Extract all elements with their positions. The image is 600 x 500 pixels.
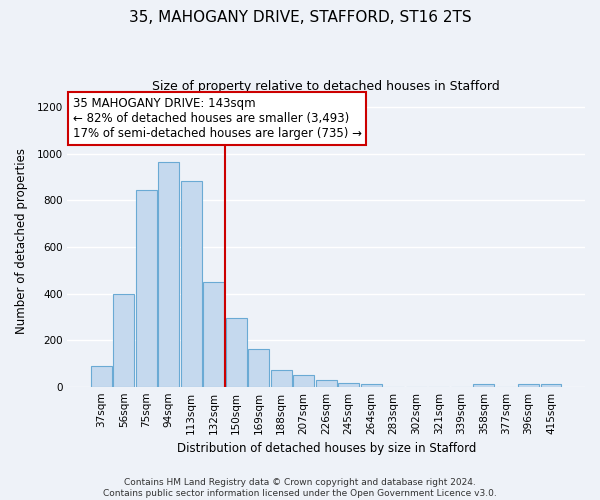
Bar [518, 384, 539, 386]
Bar [181, 180, 202, 386]
Y-axis label: Number of detached properties: Number of detached properties [15, 148, 28, 334]
Bar [91, 366, 112, 386]
Bar [271, 370, 292, 386]
Bar [473, 384, 494, 386]
Bar [293, 375, 314, 386]
Bar [158, 162, 179, 386]
X-axis label: Distribution of detached houses by size in Stafford: Distribution of detached houses by size … [176, 442, 476, 455]
Bar [541, 384, 562, 386]
Bar [338, 382, 359, 386]
Bar [136, 190, 157, 386]
Text: Contains HM Land Registry data © Crown copyright and database right 2024.
Contai: Contains HM Land Registry data © Crown c… [103, 478, 497, 498]
Bar [203, 282, 224, 387]
Bar [248, 350, 269, 387]
Text: 35, MAHOGANY DRIVE, STAFFORD, ST16 2TS: 35, MAHOGANY DRIVE, STAFFORD, ST16 2TS [128, 10, 472, 25]
Bar [226, 318, 247, 386]
Bar [113, 294, 134, 386]
Bar [316, 380, 337, 386]
Text: 35 MAHOGANY DRIVE: 143sqm
← 82% of detached houses are smaller (3,493)
17% of se: 35 MAHOGANY DRIVE: 143sqm ← 82% of detac… [73, 97, 362, 140]
Title: Size of property relative to detached houses in Stafford: Size of property relative to detached ho… [152, 80, 500, 93]
Bar [361, 384, 382, 386]
